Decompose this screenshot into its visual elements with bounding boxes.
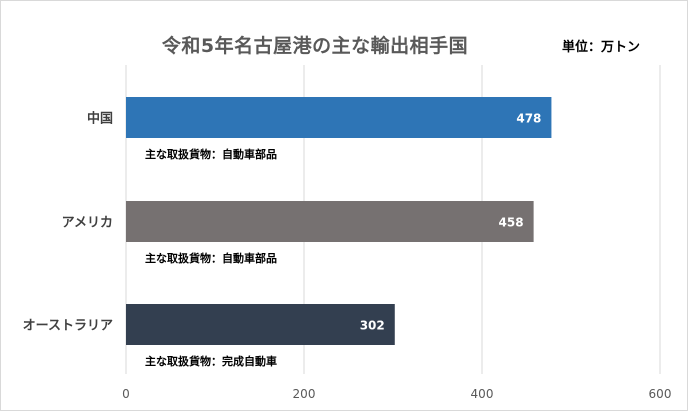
x-tick-label-3: 600 (649, 387, 672, 401)
data-label-1: 458 (499, 216, 524, 230)
x-tick-label-1: 200 (293, 387, 316, 401)
bar-annotation-1: 主な取扱貨物：自動車部品 (145, 251, 277, 265)
category-label-1: アメリカ (62, 216, 113, 231)
category-label-2: オーストラリア (23, 319, 113, 334)
chart-title: 令和5年名古屋港の主な輸出相手国 (161, 35, 469, 57)
bar-2 (126, 304, 395, 345)
x-tick-label-0: 0 (122, 387, 130, 401)
data-label-0: 478 (516, 112, 541, 126)
category-label-0: 中国 (87, 111, 113, 127)
unit-label: 単位：万トン (562, 40, 641, 55)
bar-annotation-2: 主な取扱貨物：完成自動車 (145, 354, 277, 368)
bar-annotation-0: 主な取扱貨物：自動車部品 (145, 147, 277, 161)
data-label-2: 302 (360, 319, 385, 333)
bar-0 (126, 97, 552, 138)
bar-1 (126, 201, 534, 242)
x-tick-label-2: 400 (471, 387, 494, 401)
